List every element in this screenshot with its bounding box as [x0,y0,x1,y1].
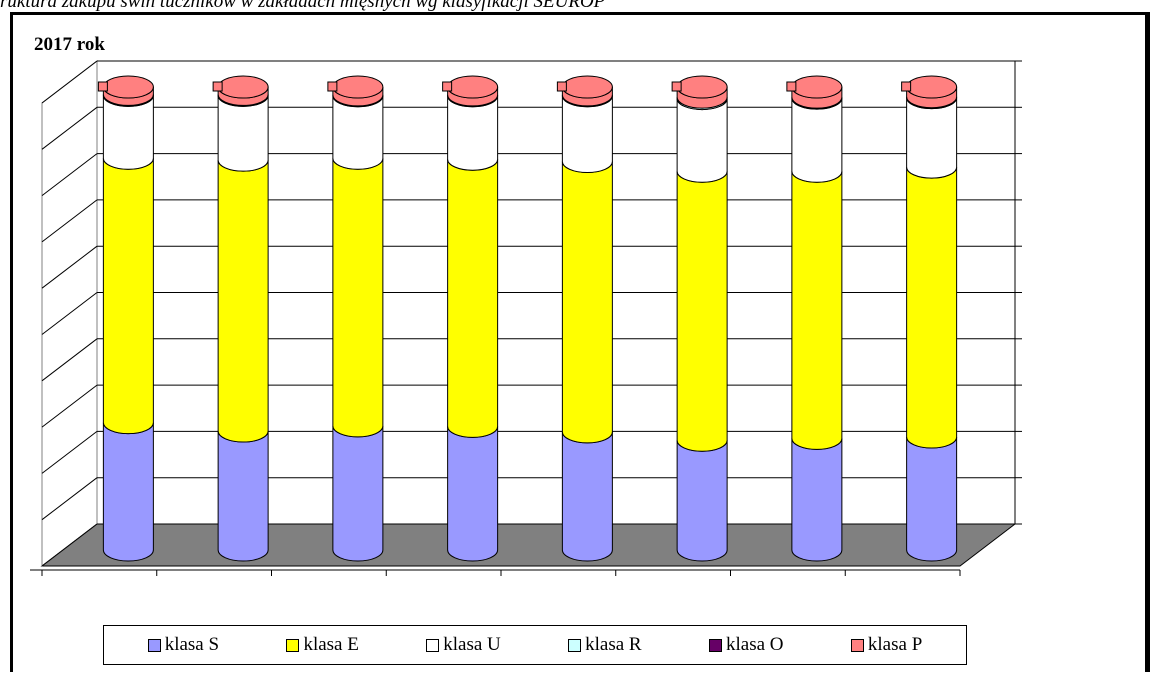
bar-segment [676,440,728,562]
bar-stack [901,75,958,562]
gridline-diagonal [41,477,98,521]
bar-segment [791,438,843,562]
bar-segment [447,159,499,438]
bar-segment [447,426,499,562]
gridlines [41,60,1015,567]
legend-item: klasa O [709,634,784,656]
marker-klasa-p [671,81,682,92]
marker-klasa-p [786,81,797,92]
gridline-diagonal [41,245,98,289]
legend-label: klasa O [726,634,784,655]
bar-stack [671,75,728,562]
bar-segment [102,158,154,435]
gridline-diagonal [41,338,98,382]
bar-cap [906,75,958,99]
marker-klasa-p [901,81,912,92]
gridline-diagonal [41,523,98,567]
bar-stack [212,75,269,562]
chart-frame [10,12,1150,672]
gridline-diagonal [41,60,98,104]
gridline-diagonal [41,106,98,150]
bar-segment [676,98,728,183]
bar-cap [217,75,269,99]
marker-klasa-p [556,81,567,92]
marker-klasa-p [212,81,223,92]
legend-swatch [568,638,582,652]
legend-item: klasa P [850,634,923,656]
bar-segment [906,167,958,449]
bar-stack [327,75,384,562]
bar-cap [332,75,384,99]
marker-klasa-p [97,81,108,92]
bar-cap [561,75,613,99]
legend-label: klasa U [443,634,501,655]
legend-item: klasa S [147,634,220,656]
bars [97,75,958,562]
marker-klasa-p [327,81,338,92]
chart-title: 2017 rok [34,34,105,55]
gridline-diagonal [41,292,98,335]
legend-item: klasa E [286,634,359,656]
legend-swatch [709,638,722,652]
bar-segment [102,422,154,562]
bar-segment [332,158,384,438]
legend-item: klasa R [568,634,642,656]
gridline-diagonal [41,153,98,196]
bar-segment [561,95,613,174]
bar-segment [561,161,613,444]
legend-item: klasa U [426,634,501,656]
chart-floor [40,523,1017,567]
bar-segment [217,160,269,443]
legend-label: klasa S [164,634,220,655]
bar-segment [332,425,384,562]
gridline-diagonal [41,384,98,428]
bar-cap [791,75,843,99]
legend-label: klasa E [303,634,359,655]
bar-stack [556,75,613,562]
legend-label: klasa P [867,634,923,655]
legend-label: klasa R [585,634,642,655]
y-axis [1014,60,1022,525]
legend: klasa S klasa E klasa U klasa R klasa O klasa… [103,625,967,665]
legend-swatch [286,638,300,652]
marker-klasa-p [442,81,453,92]
gridline-diagonal [41,431,98,474]
bar-stack [786,75,843,562]
bar-segment [217,430,269,562]
bar-segment [906,97,958,179]
legend-swatch [850,638,864,652]
bar-segment [791,171,843,450]
bar-segment [906,436,958,562]
bar-segment [791,98,843,183]
bar-segment [676,171,728,452]
bar-stack [97,75,154,562]
bar-stack [442,75,499,562]
chart-walls [40,59,1017,568]
legend-swatch [426,638,440,652]
gridline-diagonal [41,199,98,243]
x-axis [30,569,961,576]
bar-segment [561,431,613,562]
bar-cap [676,75,728,99]
bar-cap [102,75,154,99]
chart-caption: ruktura zakupu świń tuczników w zakładac… [0,0,606,12]
legend-swatch [147,638,161,652]
bar-cap [447,75,499,99]
